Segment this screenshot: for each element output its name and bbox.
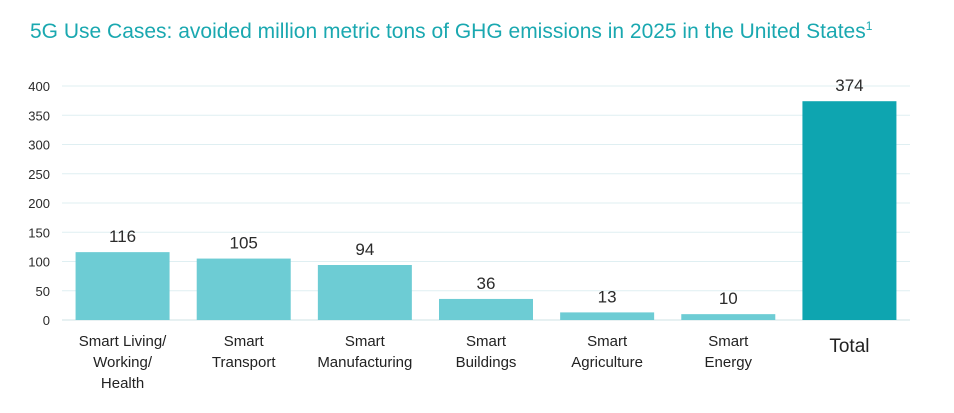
- bar: [681, 314, 776, 320]
- bar-value-label: 13: [598, 287, 617, 306]
- y-tick-label: 0: [43, 313, 50, 328]
- y-tick-label: 200: [28, 196, 50, 211]
- x-axis-category-labels: Smart Living/Working/Health Smart Transpor…: [79, 333, 870, 392]
- y-tick-label: 250: [28, 167, 50, 182]
- chart-title: 5G Use Cases: avoided million metric ton…: [30, 19, 873, 43]
- bar-value-label: 105: [230, 234, 258, 253]
- category-label: Smart Manufacturing: [317, 333, 412, 371]
- bar-value-label: 374: [835, 76, 863, 95]
- y-axis-ticks: 0 50 100 150 200 250 300 350 400: [28, 79, 50, 328]
- bar-value-label: 94: [355, 240, 374, 259]
- bar: [439, 298, 533, 320]
- category-label: Smart Living/Working/Health: [79, 333, 167, 392]
- bar: [560, 312, 655, 320]
- bar-value-label: 36: [477, 274, 496, 293]
- bar: [75, 252, 170, 320]
- category-label: Smart Energy: [705, 333, 753, 371]
- bar: [802, 101, 897, 321]
- y-tick-label: 150: [28, 225, 50, 240]
- category-label: Smart Agriculture: [571, 333, 643, 371]
- bar-value-label: 116: [109, 227, 136, 246]
- category-label: Smart Transport: [212, 333, 276, 371]
- category-label: Total: [829, 336, 869, 357]
- y-tick-label: 50: [36, 284, 50, 299]
- bar: [196, 258, 291, 320]
- y-tick-label: 300: [28, 138, 50, 153]
- value-labels: 116 105 94 36 13 10 374: [109, 76, 864, 308]
- bars: [75, 101, 897, 321]
- y-tick-label: 100: [28, 255, 50, 270]
- category-label: Smart Buildings: [456, 333, 517, 371]
- bar: [317, 265, 412, 320]
- y-tick-label: 400: [28, 79, 50, 94]
- chart-title-text: 5G Use Cases: avoided million metric ton…: [30, 20, 866, 43]
- y-tick-label: 350: [28, 108, 50, 123]
- bar-value-label: 10: [719, 289, 738, 308]
- chart-title-superscript: 1: [866, 19, 873, 33]
